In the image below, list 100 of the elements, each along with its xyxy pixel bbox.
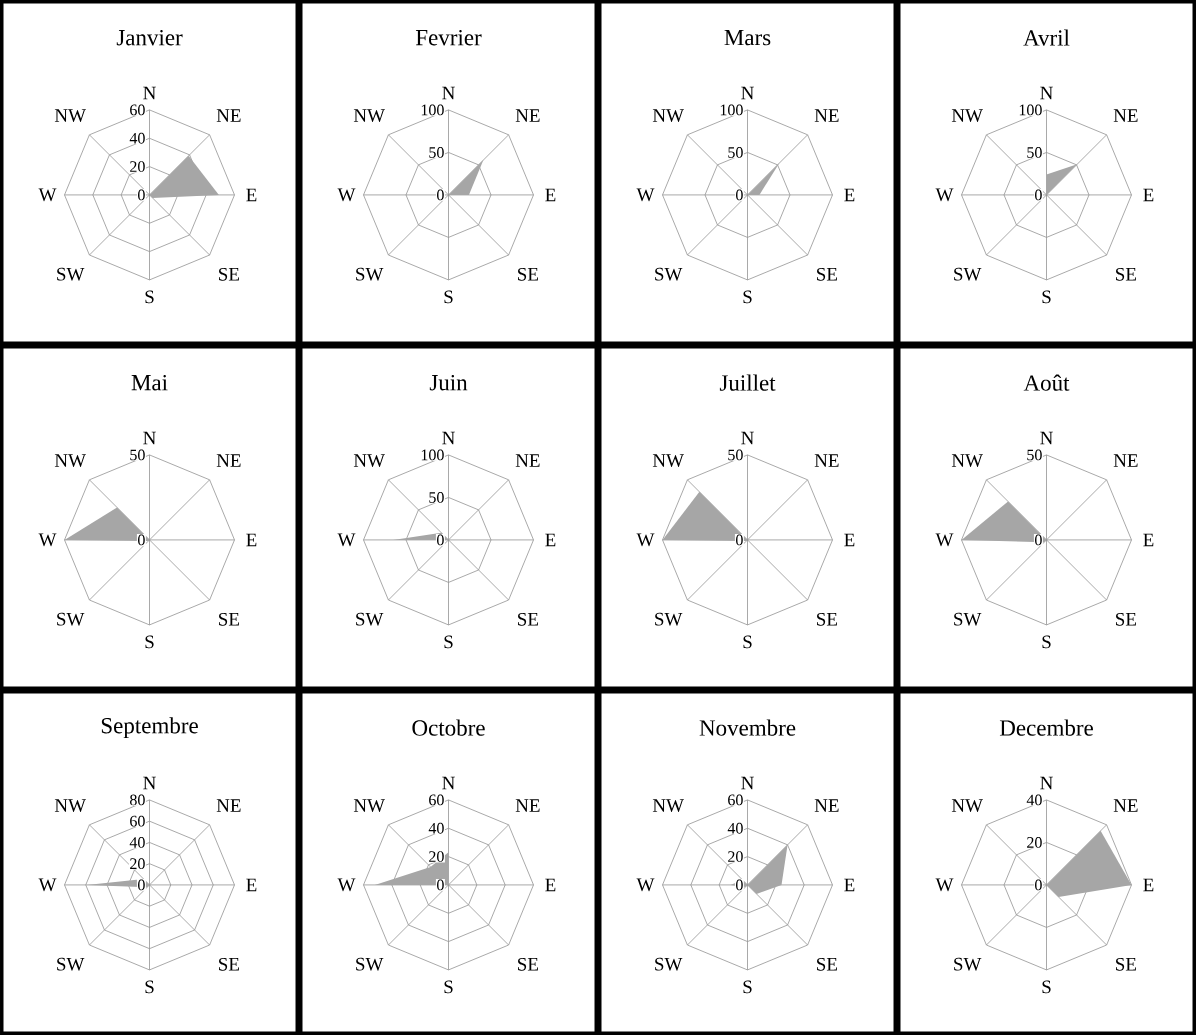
y-tick-label: 0 — [736, 534, 743, 546]
spoke-label: NW — [951, 454, 983, 467]
spoke-label: SW — [954, 267, 982, 281]
spoke-label: W — [636, 878, 655, 892]
spoke-label: S — [743, 980, 752, 994]
y-tick-label: 100 — [720, 104, 743, 116]
spoke-label: S — [743, 635, 752, 649]
spoke-label: W — [38, 188, 57, 202]
chart-title: Mai — [131, 374, 168, 391]
spoke-label: N — [442, 86, 455, 100]
spoke-label: W — [935, 188, 954, 202]
y-tick-label: 0 — [138, 879, 145, 891]
spoke-label: NE — [515, 454, 540, 467]
spoke-label: SW — [356, 612, 384, 626]
spoke-label: S — [1042, 980, 1051, 994]
spoke-label: SW — [57, 267, 85, 281]
spoke-label: S — [743, 290, 752, 304]
spoke-label: W — [636, 188, 655, 202]
spoke-label: E — [844, 878, 855, 892]
spoke-label: SE — [1116, 267, 1136, 281]
y-tick-label: 0 — [437, 534, 444, 546]
chart-title: Avril — [1023, 29, 1070, 46]
y-tick-label: 50 — [1027, 147, 1042, 158]
spoke-label: SE — [817, 957, 837, 971]
spoke-label: W — [38, 533, 57, 547]
spoke-label: SW — [655, 267, 683, 281]
chart-title: Octobre — [412, 719, 485, 736]
spoke-label: NE — [814, 454, 839, 467]
spoke-label: E — [246, 878, 257, 892]
spoke-label: SW — [655, 612, 683, 626]
spoke-label: SE — [518, 957, 538, 971]
spoke-label: NE — [814, 799, 839, 812]
y-tick-label: 100 — [421, 449, 444, 461]
y-tick-label: 20 — [130, 858, 145, 870]
spoke-label: S — [444, 635, 453, 649]
spoke-label: SE — [1116, 957, 1136, 971]
y-tick-label: 0 — [1035, 534, 1042, 546]
y-tick-label: 80 — [130, 794, 145, 806]
y-tick-label: 100 — [1019, 104, 1042, 116]
spoke-label: SW — [57, 957, 85, 971]
spoke-label: NW — [652, 799, 684, 812]
spoke-label: E — [1143, 188, 1154, 202]
spoke-label: SW — [655, 957, 683, 971]
y-tick-label: 40 — [129, 132, 145, 144]
spoke-label: W — [337, 533, 356, 547]
y-tick-label: 0 — [736, 189, 743, 201]
chart-title: Septembre — [101, 717, 198, 739]
spoke-label: E — [545, 188, 556, 202]
chart-title: Juin — [429, 374, 468, 391]
y-tick-label: 50 — [728, 449, 743, 461]
spoke-label: S — [1042, 635, 1051, 649]
spoke-label: NE — [515, 799, 540, 812]
spoke-label: W — [337, 188, 356, 202]
spoke-label: N — [741, 86, 754, 100]
spoke-label: NW — [951, 799, 983, 812]
spoke-label: E — [246, 533, 257, 547]
y-tick-label: 20 — [1027, 837, 1042, 848]
spoke-label: S — [145, 980, 154, 994]
spoke-label: SE — [817, 267, 837, 281]
chart-title: Decembre — [999, 719, 1093, 736]
y-tick-label: 50 — [429, 147, 444, 158]
y-tick-label: 40 — [1026, 794, 1042, 806]
spoke-label: NW — [353, 454, 385, 467]
chart-title: Août — [1023, 374, 1070, 391]
spoke-label: SW — [356, 267, 384, 281]
y-tick-label: 40 — [428, 822, 444, 834]
spoke-label: S — [444, 980, 453, 994]
chart-title: Mars — [724, 30, 771, 46]
spoke-label: SE — [518, 612, 538, 626]
spoke-label: N — [1040, 86, 1053, 100]
y-tick-label: 0 — [736, 879, 743, 891]
spoke-label: NE — [814, 109, 839, 122]
spoke-label: NE — [1113, 109, 1138, 122]
spoke-label: SW — [954, 612, 982, 626]
y-tick-label: 50 — [728, 147, 743, 158]
spoke-label: E — [1143, 878, 1154, 892]
chart-title: Juillet — [719, 374, 776, 391]
spoke-label: SW — [57, 612, 85, 626]
spoke-label: N — [741, 431, 754, 445]
spoke-label: E — [545, 878, 556, 892]
y-tick-label: 60 — [130, 104, 145, 116]
y-tick-label: 50 — [1027, 449, 1042, 461]
y-tick-label: 20 — [728, 851, 743, 862]
spoke-label: N — [442, 431, 455, 445]
spoke-label: W — [38, 878, 57, 892]
y-tick-label: 0 — [138, 534, 145, 546]
spoke-label: S — [145, 290, 154, 304]
y-tick-label: 20 — [130, 161, 145, 172]
spoke-label: SE — [219, 957, 239, 971]
spoke-label: NW — [54, 109, 86, 122]
spoke-label: SW — [954, 957, 982, 971]
spoke-label: S — [1042, 290, 1051, 304]
spoke-label: E — [844, 188, 855, 202]
spoke-label: N — [143, 776, 156, 790]
spoke-label: SE — [1116, 612, 1136, 626]
chart-title: Novembre — [699, 719, 796, 736]
spoke-label: NE — [216, 799, 241, 812]
spoke-label: S — [145, 635, 154, 649]
spoke-label: NW — [353, 799, 385, 812]
y-tick-label: 50 — [429, 492, 444, 503]
